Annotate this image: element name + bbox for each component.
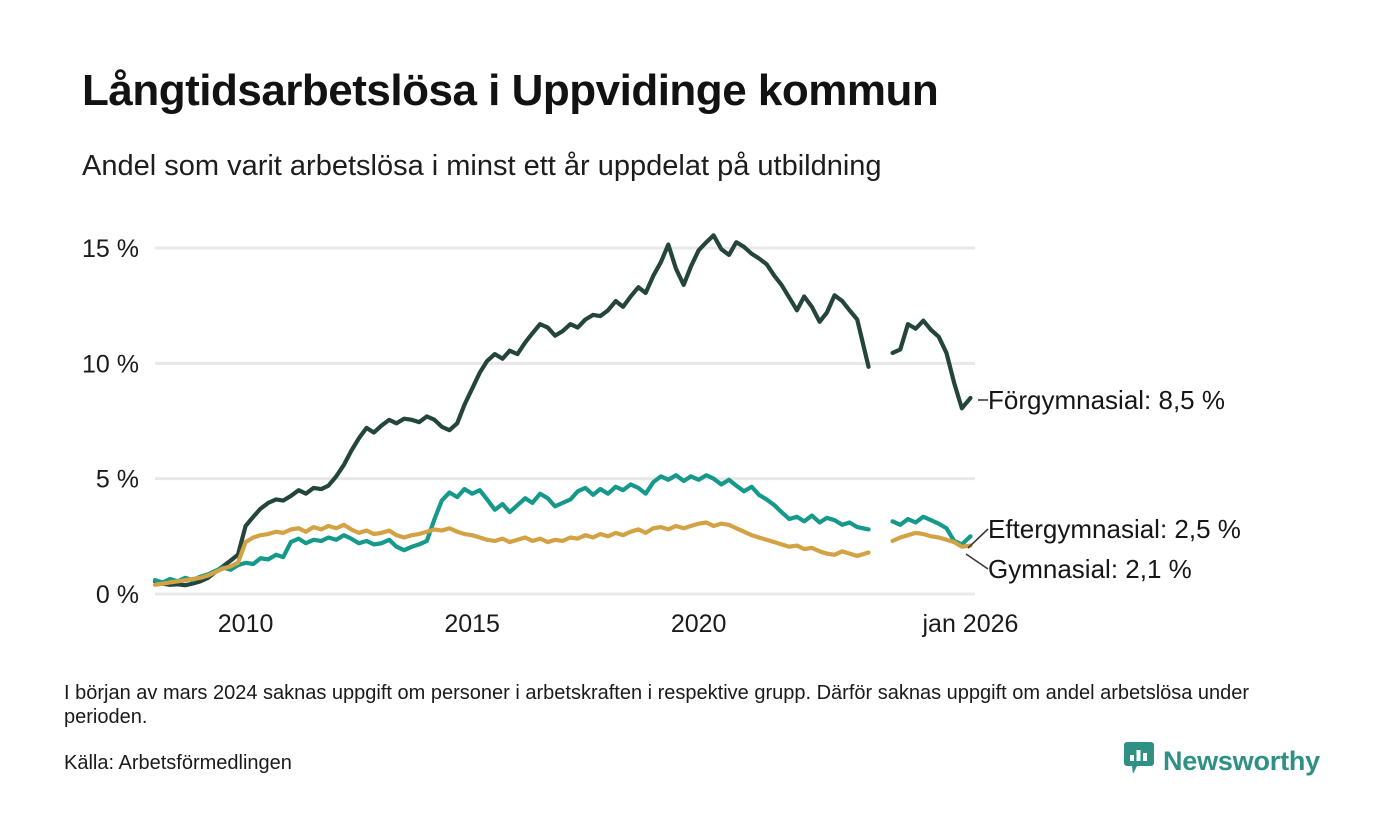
page-title: Långtidsarbetslösa i Uppvidinge kommun — [82, 66, 939, 115]
y-tick-label: 15 % — [82, 235, 139, 263]
x-tick-label: 2020 — [671, 610, 727, 638]
y-tick-label: 10 % — [82, 350, 139, 378]
series-line-förgymnasial — [890, 318, 973, 411]
series-label-förgymnasial: Förgymnasial: 8,5 % — [988, 385, 1225, 415]
y-axis-labels: 0 % 5 % 10 % 15 % — [82, 235, 139, 609]
x-tick-label: jan 2026 — [922, 610, 1019, 638]
page-subtitle: Andel som varit arbetslösa i minst ett å… — [82, 150, 882, 182]
x-tick-label: 2010 — [218, 610, 274, 638]
newsworthy-logo[interactable]: Newsworthy — [1123, 742, 1320, 781]
series-line-gymnasial — [890, 530, 973, 549]
series-label-gymnasial: Gymnasial: 2,1 % — [988, 554, 1192, 584]
series-line-eftergymnasial — [152, 473, 871, 585]
y-tick-label: 0 % — [96, 581, 139, 609]
label-connectors: Förgymnasial: 8,5 % Eftergymnasial: 2,5 %… — [965, 385, 1241, 584]
series-line-förgymnasial — [152, 233, 871, 588]
logo-wordmark: Newsworthy — [1162, 746, 1320, 776]
connector-line — [965, 553, 989, 570]
x-tick-label: 2015 — [444, 610, 500, 638]
series-line-gymnasial — [152, 520, 871, 587]
series-label-eftergymnasial: Eftergymnasial: 2,5 % — [988, 514, 1241, 544]
footnote-text: I början av mars 2024 saknas uppgift om … — [64, 682, 1250, 729]
gridlines — [155, 246, 975, 596]
series-lines — [152, 233, 973, 588]
bar-chart-speech-bubble-icon — [1123, 742, 1154, 781]
x-axis-labels: 2010 2015 2020 jan 2026 — [218, 610, 1019, 638]
series-line-eftergymnasial — [890, 514, 973, 547]
y-tick-label: 5 % — [96, 466, 139, 494]
source-text: Källa: Arbetsförmedlingen — [64, 752, 292, 774]
connector-line — [967, 528, 989, 549]
